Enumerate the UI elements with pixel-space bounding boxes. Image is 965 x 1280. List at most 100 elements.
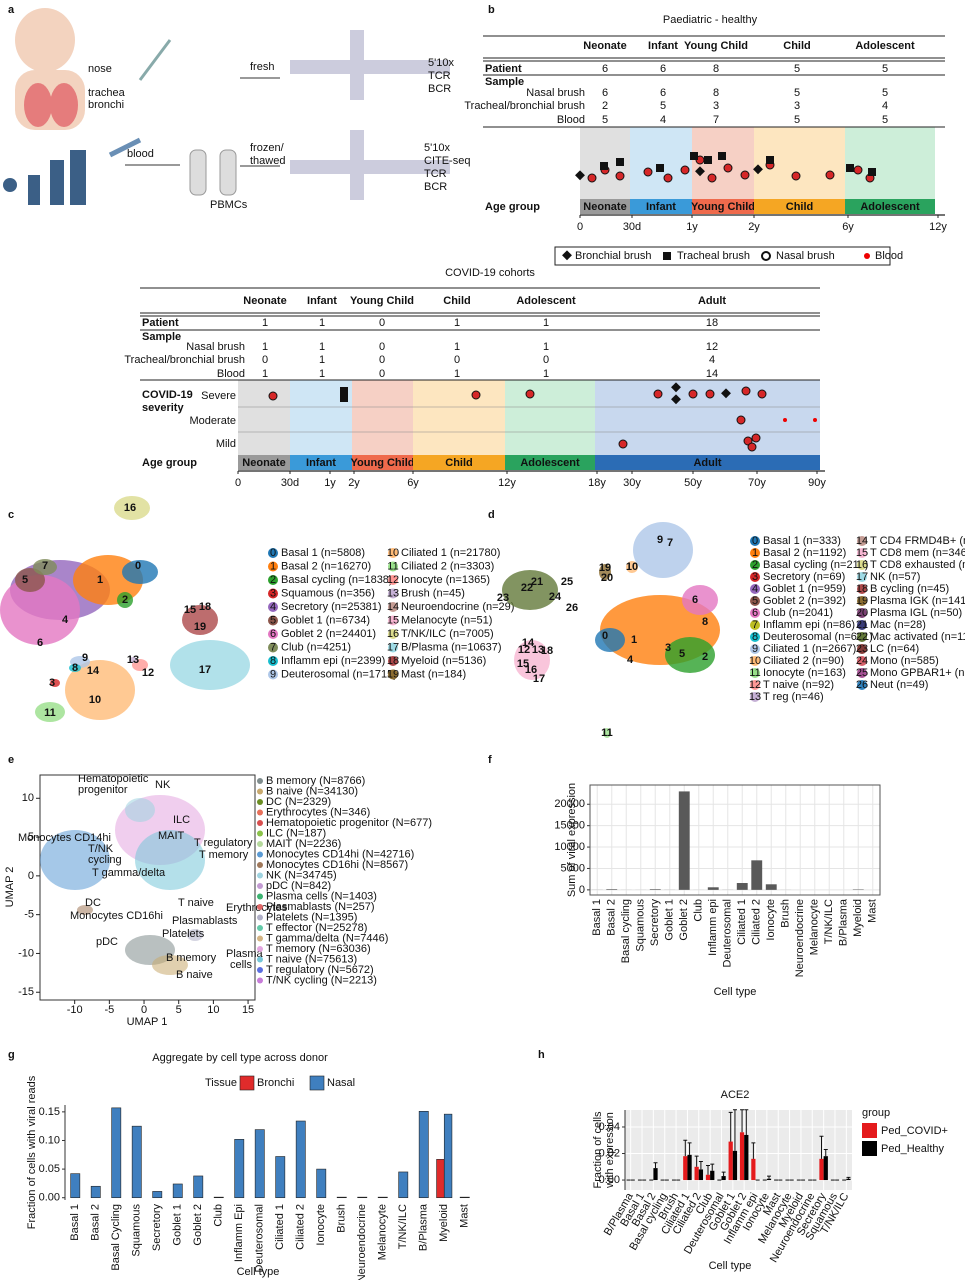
legend-number: 20 <box>856 607 868 619</box>
error-bar <box>687 1142 692 1155</box>
legend-swatch <box>750 608 760 618</box>
syringe <box>108 137 142 158</box>
bar <box>751 860 763 890</box>
legend-label: Basal 2 (n=1192) <box>763 547 846 559</box>
legend-label: B naive (N=34130) <box>266 785 358 797</box>
legend-swatch <box>257 946 263 952</box>
legend-label: MAIT (N=2236) <box>266 838 341 850</box>
legend-swatch <box>257 935 263 942</box>
x-tick-label: T/NK/ILC <box>397 1204 409 1249</box>
legend-label: Plasma IGK (n=141) <box>870 595 965 607</box>
error-bar <box>744 1109 749 1135</box>
x-tick-label: Goblet 1 <box>172 1204 184 1246</box>
legend-swatch <box>750 644 760 654</box>
column-header: Neonate <box>583 40 626 52</box>
legend-swatch <box>268 615 278 626</box>
x-tick-label: 0 <box>141 1004 147 1016</box>
x-tick-label: -10 <box>67 1004 83 1016</box>
bar <box>846 1178 851 1181</box>
cluster-number: 10 <box>89 694 101 706</box>
y-tick-label: 0 <box>28 870 34 882</box>
panel-label: b <box>488 4 495 16</box>
legend-label: Basal cycling (n=217) <box>763 559 868 571</box>
legend-number: 25 <box>856 667 868 679</box>
legend-label: Deuterosomal (n=621) <box>763 631 873 643</box>
age-tick-label: 6y <box>842 221 854 233</box>
bronchial-marker <box>753 164 763 175</box>
age-bar-label: Adult <box>693 457 721 469</box>
legend-swatch <box>257 862 263 868</box>
bar <box>254 1129 265 1199</box>
cell: 5 <box>882 87 888 99</box>
age-tick-label: 2y <box>348 477 360 489</box>
error-bar <box>698 1160 703 1170</box>
legend-label: Bronchial brush <box>575 250 651 262</box>
legend-swatch <box>257 883 263 889</box>
x-tick-label: Secretory <box>151 1204 163 1252</box>
legend-swatch <box>388 615 398 626</box>
cluster-number: 9 <box>82 652 88 664</box>
legend-label: T gamma/delta (N=7446) <box>266 932 388 944</box>
legend-label: Nasal brush <box>776 250 835 262</box>
row-label: Tracheal/bronchial brush <box>464 100 585 112</box>
column-header: Child <box>783 40 811 52</box>
cluster-number: 14 <box>87 665 100 677</box>
bronchial-marker <box>671 382 681 393</box>
panel-label: g <box>8 1049 15 1061</box>
cluster-cloud <box>35 702 65 722</box>
cell-type-annotation: B naive <box>176 969 213 981</box>
legend-swatch <box>750 596 760 606</box>
bar <box>357 1196 368 1199</box>
legend-swatch <box>857 668 867 678</box>
cluster-cloud <box>514 640 550 680</box>
error-bar <box>823 1149 828 1157</box>
legend-number: 19 <box>856 595 868 607</box>
legend-swatch <box>388 548 398 558</box>
bar <box>275 1156 286 1199</box>
legend-swatch <box>388 656 398 666</box>
age-tick-label: 1y <box>686 221 698 233</box>
x-tick-label: Secretory <box>649 899 661 947</box>
age-bar <box>238 455 290 470</box>
column-header: Young Child <box>350 295 414 307</box>
bar <box>131 1125 142 1199</box>
assay-label: BCR <box>424 181 447 193</box>
bar <box>459 1196 470 1199</box>
legend-label: B cycling (n=45) <box>870 583 949 595</box>
legend-label: T/NK cycling (N=2213) <box>266 974 377 986</box>
legend-label: Neuroendocrine (n=29) <box>401 601 514 613</box>
cluster-number: 19 <box>599 562 611 574</box>
legend-number: 26 <box>856 679 868 691</box>
x-tick-label: Inflamm epi <box>707 899 719 956</box>
cell: 5 <box>882 114 888 126</box>
plot-background <box>625 1110 852 1190</box>
legend-label: Ciliated 1 (n=21780) <box>401 547 500 559</box>
age-tick-label: 12y <box>498 477 516 489</box>
legend-swatch <box>750 560 760 570</box>
cluster-number: 18 <box>541 645 553 657</box>
cluster-number: 15 <box>517 658 529 670</box>
error-bar <box>653 1162 658 1169</box>
age-bar <box>692 199 754 214</box>
cell: 8 <box>713 63 719 75</box>
cluster-number: 21 <box>531 576 543 588</box>
legend-swatch <box>862 1123 877 1138</box>
cluster-number: 2 <box>702 651 708 663</box>
cell: 0 <box>379 354 385 366</box>
legend-swatch <box>257 977 263 984</box>
tracheal-marker <box>663 252 671 260</box>
legend-swatch <box>268 575 278 585</box>
assay-label: 5'10x <box>424 142 450 154</box>
severity-label: Severe <box>201 390 236 402</box>
legend-number: 8 <box>752 631 758 643</box>
legend-swatch <box>750 668 760 678</box>
x-axis-label: UMAP 1 <box>127 1016 168 1028</box>
legend-label: Basal 1 (n=5808) <box>281 547 365 559</box>
bar <box>694 1166 699 1181</box>
blood-marker <box>791 171 801 181</box>
bronchial-marker <box>562 250 572 261</box>
bar <box>193 1175 204 1199</box>
age-bar-label: Adolescent <box>520 457 580 469</box>
plot-background <box>65 1105 475 1200</box>
legend-label: Hematopoietic progenitor (N=677) <box>266 817 432 829</box>
